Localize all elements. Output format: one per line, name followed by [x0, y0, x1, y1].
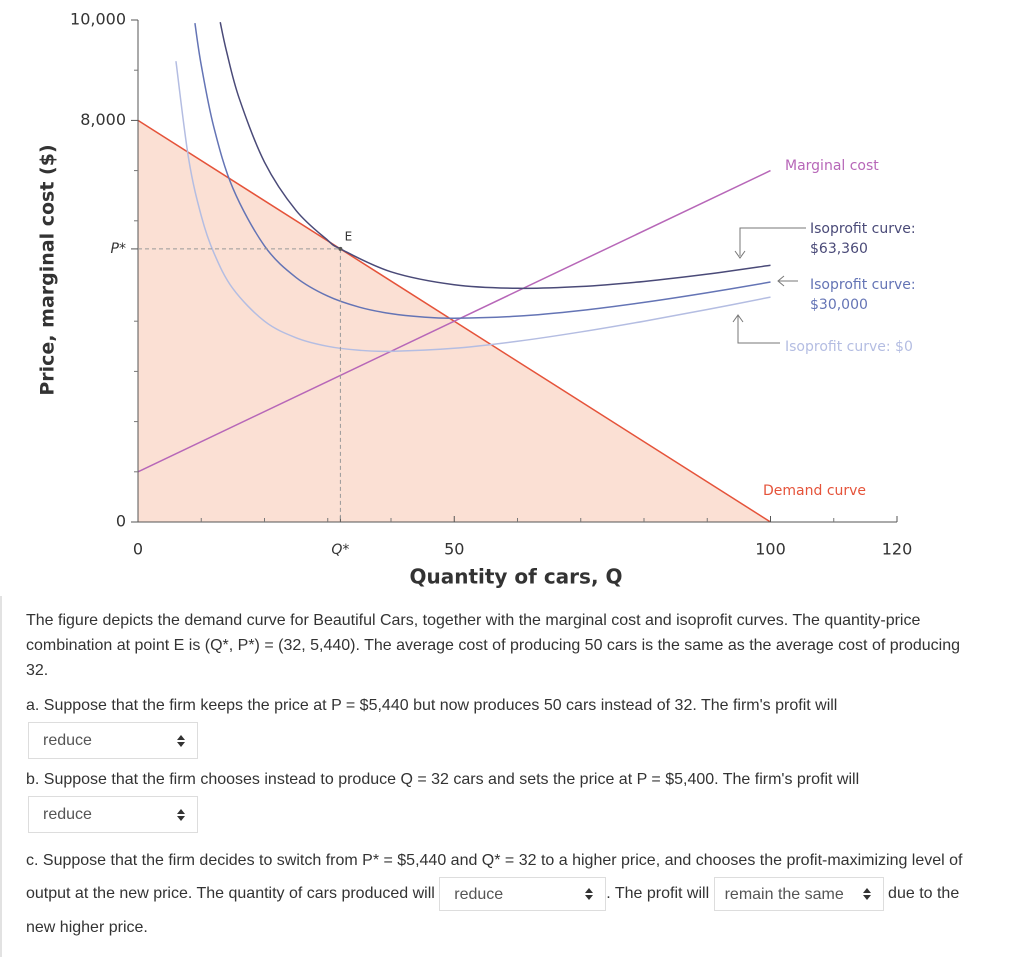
select-value: remain the same	[724, 885, 844, 903]
question-part: b. Suppose that the firm chooses instead…	[26, 771, 860, 788]
answer-select[interactable]: reduce	[28, 722, 198, 759]
select-icon	[862, 888, 871, 900]
select-value: reduce	[43, 731, 92, 749]
select-icon	[177, 808, 185, 821]
x-tick-label: Q*	[331, 542, 349, 558]
x-axis-label: Quantity of cars, Q	[409, 565, 622, 589]
question-part: a. Suppose that the firm keeps the price…	[26, 697, 838, 714]
y-tick-label: 8,000	[80, 110, 126, 129]
question-part: c. Suppose that the firm decides to swit…	[26, 844, 986, 944]
series-line	[138, 169, 771, 473]
arrow	[777, 275, 798, 287]
series-line	[194, 23, 771, 319]
plot	[138, 22, 771, 523]
x-tick-label: 120	[882, 540, 913, 559]
answer-select[interactable]: remain the same	[713, 877, 884, 911]
y-tick-label: 10,000	[70, 10, 126, 29]
answer-select[interactable]: reduce	[28, 796, 198, 833]
point	[338, 246, 343, 251]
x-tick-label: 50	[444, 540, 464, 559]
series-label: Isoprofit curve: $63,360	[810, 221, 916, 257]
x-tick-label: 100	[755, 540, 786, 559]
select-icon	[177, 734, 185, 747]
select-icon	[585, 888, 594, 900]
question-text: c. Suppose that the firm decides to swit…	[26, 852, 963, 903]
series-label: Isoprofit curve: $30,000	[810, 277, 916, 313]
chart: Price, marginal cost ($) Quantity of car…	[37, 10, 913, 589]
series-label: Marginal cost	[785, 158, 879, 174]
y-tick-label: 0	[116, 512, 126, 531]
question-intro: The figure depicts the demand curve for …	[26, 612, 960, 679]
question: The figure depicts the demand curve for …	[0, 596, 1009, 957]
arrow	[732, 314, 780, 344]
answer-select[interactable]: reduce	[439, 877, 607, 911]
y-axis-label: Price, marginal cost ($)	[37, 144, 59, 395]
series-label: Demand curve	[763, 483, 867, 499]
arrow	[739, 227, 806, 256]
select-value: reduce	[43, 805, 92, 823]
question-text: due to the new higher price.	[26, 885, 960, 936]
point-label: E	[345, 229, 353, 243]
question-text: . The profit will	[606, 885, 710, 903]
series-line	[219, 22, 771, 290]
arrow-head	[734, 250, 746, 259]
series-label: Isoprofit curve: $0	[785, 339, 913, 355]
series-line	[175, 61, 771, 353]
select-value: reduce	[454, 885, 504, 903]
x-tick-label: 0	[133, 540, 143, 559]
y-tick-label: P*	[111, 241, 126, 257]
